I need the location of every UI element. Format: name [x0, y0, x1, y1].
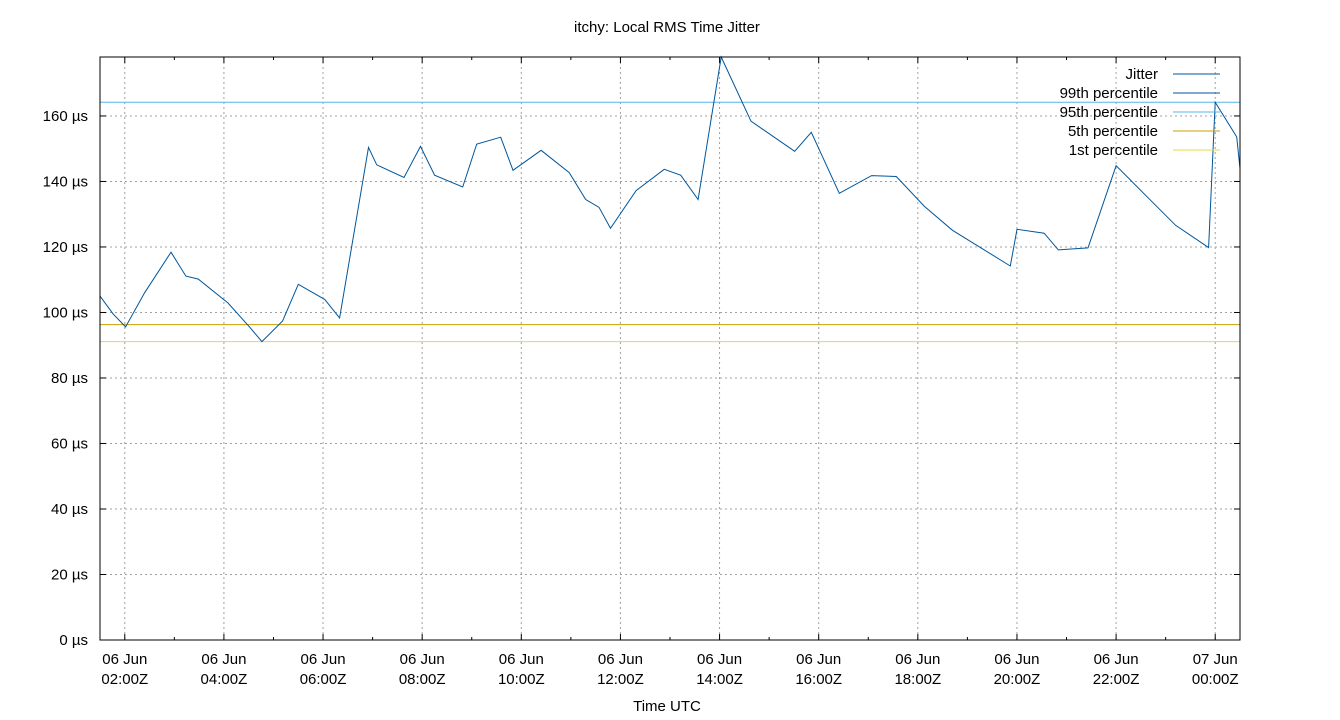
x-tick-label-time: 22:00Z — [1093, 671, 1140, 688]
y-tick-label: 40 µs — [51, 501, 88, 518]
x-tick-label-date: 06 Jun — [1094, 651, 1139, 668]
x-tick-label-time: 14:00Z — [696, 671, 743, 688]
x-tick-label-time: 08:00Z — [399, 671, 446, 688]
x-axis-labels: 06 Jun 02:00Z 06 Jun 04:00Z 06 Jun 06:00Z 06 J… — [101, 651, 1238, 688]
y-tick-label: 0 µs — [59, 632, 88, 649]
x-tick-label-date: 06 Jun — [102, 651, 147, 668]
x-tick-label-date: 06 Jun — [400, 651, 445, 668]
y-tick-label: 60 µs — [51, 435, 88, 452]
legend-label: 5th percentile — [1068, 123, 1158, 140]
x-tick-label-date: 06 Jun — [499, 651, 544, 668]
legend-label: 99th percentile — [1060, 85, 1158, 102]
axis-ticks — [100, 57, 1240, 641]
x-tick-label-time: 12:00Z — [597, 671, 644, 688]
x-tick-label-date: 07 Jun — [1193, 651, 1238, 668]
legend-label: 1st percentile — [1069, 142, 1158, 159]
x-tick-label-date: 06 Jun — [598, 651, 643, 668]
y-tick-label: 100 µs — [43, 304, 88, 321]
x-tick-label-date: 06 Jun — [301, 651, 346, 668]
plot-frame — [99, 56, 1241, 641]
x-tick-label-time: 00:00Z — [1192, 671, 1239, 688]
x-tick-label-date: 06 Jun — [796, 651, 841, 668]
x-tick-label-date: 06 Jun — [201, 651, 246, 668]
y-tick-label: 20 µs — [51, 566, 88, 583]
x-tick-label-time: 18:00Z — [894, 671, 941, 688]
x-tick-label-time: 04:00Z — [201, 671, 248, 688]
x-axis-title: Time UTC — [633, 698, 701, 715]
jitter-series — [99, 55, 1241, 343]
x-tick-label-time: 16:00Z — [795, 671, 842, 688]
x-tick-label-date: 06 Jun — [697, 651, 742, 668]
y-tick-label: 160 µs — [43, 108, 88, 125]
x-tick-label-time: 06:00Z — [300, 671, 347, 688]
y-tick-label: 140 µs — [43, 173, 88, 190]
x-tick-label-date: 06 Jun — [895, 651, 940, 668]
jitter-line — [99, 55, 1241, 343]
x-tick-label-time: 20:00Z — [994, 671, 1041, 688]
legend-label: Jitter — [1125, 66, 1158, 83]
y-tick-label: 80 µs — [51, 370, 88, 387]
x-tick-label-time: 10:00Z — [498, 671, 545, 688]
grid-lines — [100, 57, 1240, 640]
y-axis-labels: 0 µs 20 µs 40 µs 60 µs 80 µs 100 µs 120 µs 140 … — [43, 108, 88, 649]
x-tick-label-date: 06 Jun — [994, 651, 1039, 668]
legend-label: 95th percentile — [1060, 104, 1158, 121]
y-tick-label: 120 µs — [43, 239, 88, 256]
chart-title: itchy: Local RMS Time Jitter — [574, 19, 760, 36]
legend: Jitter 99th percentile 95th percentile 5th … — [1060, 66, 1220, 159]
x-tick-label-time: 02:00Z — [101, 671, 148, 688]
